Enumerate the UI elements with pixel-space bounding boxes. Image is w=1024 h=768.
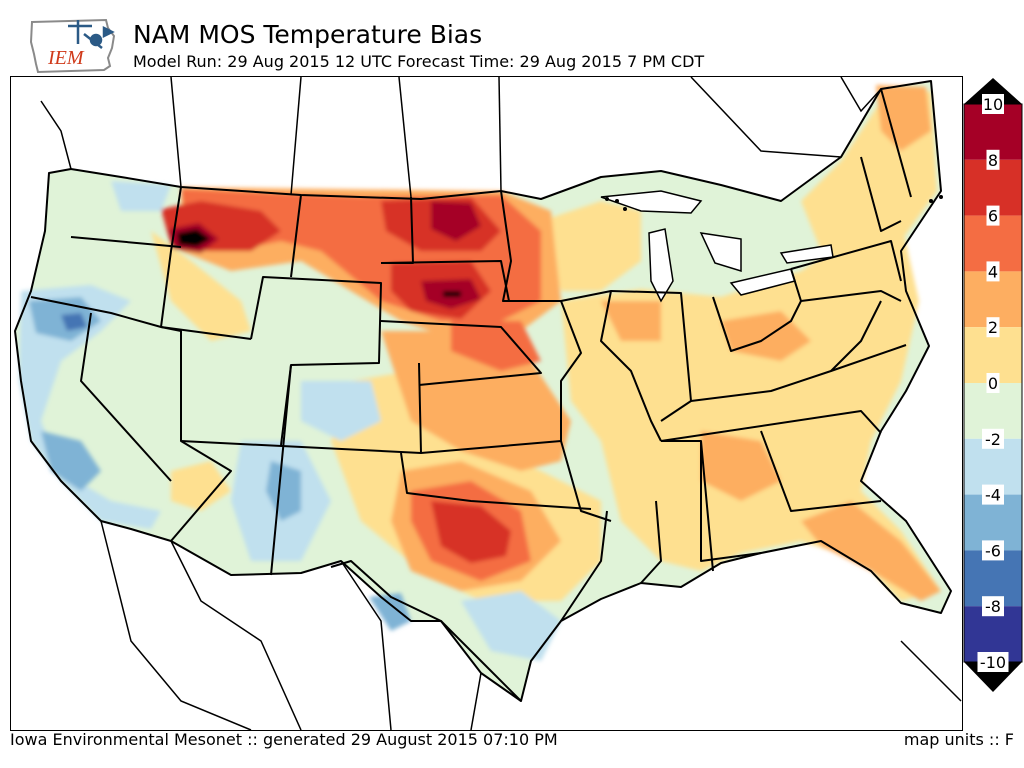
legend-tick-label: -2: [985, 430, 1001, 449]
legend-tick-label: 4: [988, 262, 998, 281]
legend-tick-bg: [982, 540, 1004, 561]
legend-tick-label: 6: [988, 207, 998, 226]
bias-map[interactable]: [11, 77, 962, 730]
neighbor-borders: [40, 77, 962, 730]
legend-tick-label: 2: [988, 318, 998, 337]
legend-tick-label: 10: [983, 95, 1003, 114]
bias-zone-neg2to4-wa: [111, 181, 171, 211]
bias-zone-neg4to6-ca-s: [41, 431, 101, 491]
bias-zone-neg6to8-ca: [61, 313, 87, 331]
bias-zone-pos2to4-mw: [601, 301, 661, 341]
political-borders: [14, 80, 952, 702]
bias-zone-pos0to2-nw: [151, 231, 251, 341]
legend-tick-label: 0: [988, 374, 998, 393]
map-units: map units :: F: [903, 730, 1014, 749]
bias-zone-over10: [177, 229, 211, 247]
legend-tick-bg: [986, 261, 1000, 282]
legend-tick-label: -10: [980, 653, 1006, 672]
legend-tick-bg: [986, 373, 1000, 393]
bias-zone-pos2to4-central: [381, 331, 571, 471]
bias-zone-pos0to2-mw: [541, 201, 641, 291]
weather-vane-icon: [68, 20, 115, 49]
legend-tick-bg: [986, 149, 1000, 170]
bias-zone-pos6to8-ok: [431, 501, 511, 563]
bias-zone-pos8to10-nd: [431, 201, 481, 241]
great-lakes: [600, 190, 834, 303]
legend-tick-label: -8: [985, 597, 1001, 616]
bias-zone-neg2to4-co: [301, 381, 381, 441]
bias-zone-pos4to6-ne: [451, 321, 541, 371]
logo-text: IEM: [47, 47, 85, 69]
bias-zone-pos0to2-az: [171, 461, 231, 511]
legend-over-arrow: [964, 78, 1022, 104]
map-subtitle: Model Run: 29 Aug 2015 12 UTC Forecast T…: [133, 52, 705, 71]
legend-tick-bg: [977, 652, 1009, 672]
legend-tick-label: -6: [985, 541, 1001, 560]
legend-tick-bg: [986, 317, 1000, 338]
legend-tick-bg: [986, 205, 1000, 226]
map-panel[interactable]: [10, 76, 963, 731]
legend-tick-bg: [982, 596, 1004, 617]
legend-tick-label: 8: [988, 151, 998, 170]
bias-zone-pos2to4-fl: [801, 501, 941, 601]
coast-islands: [605, 195, 943, 211]
iowa-outline-icon: [29, 18, 116, 74]
bias-zone-neg2to4-tx: [461, 591, 561, 661]
legend-tick-label: -4: [985, 486, 1001, 505]
iem-logo: IEM: [29, 18, 116, 74]
legend-tick-bg: [982, 428, 1004, 449]
legend-tick-bg: [982, 484, 1004, 505]
bias-zone-neg4to6-az: [266, 461, 301, 521]
bias-zone-pos2to4-se: [701, 431, 781, 501]
bias-zone-pos2to4-maine: [876, 85, 931, 151]
bias-zone-over10-sd: [443, 291, 461, 297]
map-title: NAM MOS Temperature Bias: [133, 20, 483, 49]
footer-credit: Iowa Environmental Mesonet :: generated …: [10, 730, 558, 749]
legend-tick-bg: [982, 94, 1004, 114]
color-legend: 10 8 6 4 2 0 -2 -4 -6 -8 -10: [963, 78, 1023, 692]
